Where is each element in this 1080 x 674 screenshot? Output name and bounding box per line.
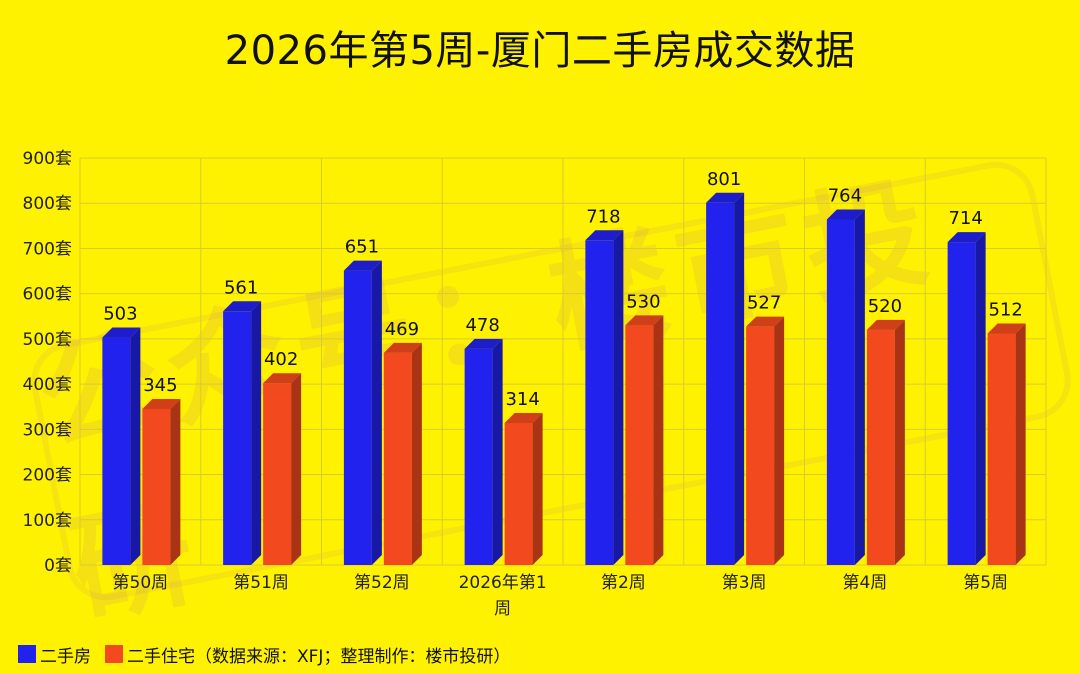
x-tick-label: 第4周 [842, 573, 887, 593]
bar-blue-top [585, 230, 624, 241]
bar-blue-top [223, 301, 262, 312]
bar-red-front [987, 333, 1016, 565]
bar-blue-side [130, 327, 141, 565]
data-label: 651 [345, 237, 379, 258]
legend-source-note: （数据来源：XFJ；整理制作：楼市投研） [195, 646, 511, 667]
x-tick-label: 第52周 [354, 573, 410, 593]
data-label: 718 [586, 206, 620, 227]
bar-blue-front [223, 311, 252, 565]
bar-red-front [625, 325, 654, 565]
x-tick-label-wrap: 周 [494, 599, 511, 619]
bar-blue-front [102, 337, 131, 565]
bar-red-front [866, 329, 895, 565]
x-tick-label: 第3周 [722, 573, 767, 593]
y-tick-label: 500套 [23, 330, 72, 350]
legend-swatch-red [105, 645, 123, 663]
x-axis: 第50周 第51周 第52周 2026年第1 周 第2周 第3周 第4周 第5周 [113, 573, 1008, 619]
data-label: 345 [143, 375, 177, 396]
bars [102, 192, 1026, 565]
x-tick-label: 第51周 [233, 573, 289, 593]
bar-blue-side [613, 230, 624, 565]
data-label: 527 [747, 293, 781, 314]
bar-red-top [263, 373, 302, 384]
legend-label-series-2: 二手住宅 [127, 646, 195, 667]
x-tick-label: 第5周 [963, 573, 1008, 593]
bar-red-side [170, 398, 181, 565]
bar-red-side [291, 373, 302, 565]
legend-swatch-blue [18, 645, 36, 663]
legend-item-series-1: 二手房 [18, 642, 91, 667]
bar-red-front [383, 352, 412, 565]
legend-label-series-1: 二手房 [40, 646, 91, 667]
bar-blue-side [854, 209, 865, 565]
y-axis: 0套 100套 200套 300套 400套 500套 600套 700套 800套 900套 [23, 149, 72, 576]
y-tick-label: 400套 [23, 375, 72, 395]
bar-red-top [746, 316, 785, 327]
data-label: 530 [626, 291, 660, 312]
bar-blue-front [826, 219, 855, 565]
y-tick-label: 200套 [23, 466, 72, 486]
bar-red-side [1015, 323, 1026, 565]
bar-blue-side [492, 338, 503, 565]
bar-red-side [411, 342, 422, 565]
bar-red-side [532, 413, 543, 565]
y-tick-label: 300套 [23, 420, 72, 440]
bar-blue-top [343, 260, 382, 271]
legend: 二手房 二手住宅 （数据来源：XFJ；整理制作：楼市投研） [18, 641, 524, 667]
data-label: 469 [385, 319, 419, 340]
data-label: 801 [707, 169, 741, 190]
data-label: 478 [465, 315, 499, 336]
data-label: 512 [988, 299, 1022, 320]
bar-red-top [625, 315, 664, 326]
data-label: 764 [828, 186, 862, 207]
y-tick-label: 100套 [23, 511, 72, 531]
bar-red-top [383, 342, 422, 353]
data-label: 314 [505, 389, 539, 410]
bar-blue-front [343, 270, 372, 565]
bar-blue-top [464, 338, 503, 349]
bar-red-top [987, 323, 1026, 334]
bar-blue-side [371, 260, 382, 565]
bar-blue-front [947, 242, 976, 565]
bar-blue-front [706, 202, 735, 565]
bar-blue-top [102, 327, 141, 338]
bar-red-top [504, 413, 543, 424]
bar-red-top [866, 319, 905, 330]
x-tick-label: 2026年第1 [459, 573, 547, 593]
y-tick-label: 600套 [23, 285, 72, 305]
x-tick-label: 第2周 [601, 573, 646, 593]
data-label: 714 [948, 208, 982, 229]
bar-blue-top [826, 209, 865, 220]
bar-blue-side [251, 301, 262, 565]
y-tick-label: 900套 [23, 149, 72, 169]
bar-red-side [894, 319, 905, 565]
y-tick-label: 800套 [23, 194, 72, 214]
value-labels: 503 345 561 402 651 469 478 314 718 530 801 527 764 5… [103, 169, 1023, 410]
bar-red-front [142, 408, 171, 565]
bar-blue-side [734, 192, 745, 565]
x-tick-label: 第50周 [113, 573, 169, 593]
data-label: 561 [224, 277, 258, 298]
data-label: 520 [868, 296, 902, 317]
data-label: 402 [264, 349, 298, 370]
bar-blue-top [947, 232, 986, 243]
bar-red-top [142, 398, 181, 409]
bar-red-side [653, 315, 664, 565]
y-tick-label: 0套 [44, 556, 72, 576]
bar-blue-side [975, 232, 986, 565]
y-tick-label: 700套 [23, 239, 72, 259]
bar-red-side [774, 316, 785, 565]
bar-blue-top [706, 192, 745, 203]
chart-title: 2026年第5周-厦门二手房成交数据 [224, 28, 856, 74]
legend-item-series-2: 二手住宅 （数据来源：XFJ；整理制作：楼市投研） [105, 642, 510, 667]
bar-red-front [746, 326, 775, 565]
bar-red-front [263, 383, 292, 565]
data-label: 503 [103, 304, 137, 325]
bar-blue-front [585, 240, 614, 565]
bar-red-front [504, 423, 533, 565]
bar-blue-front [464, 348, 493, 565]
